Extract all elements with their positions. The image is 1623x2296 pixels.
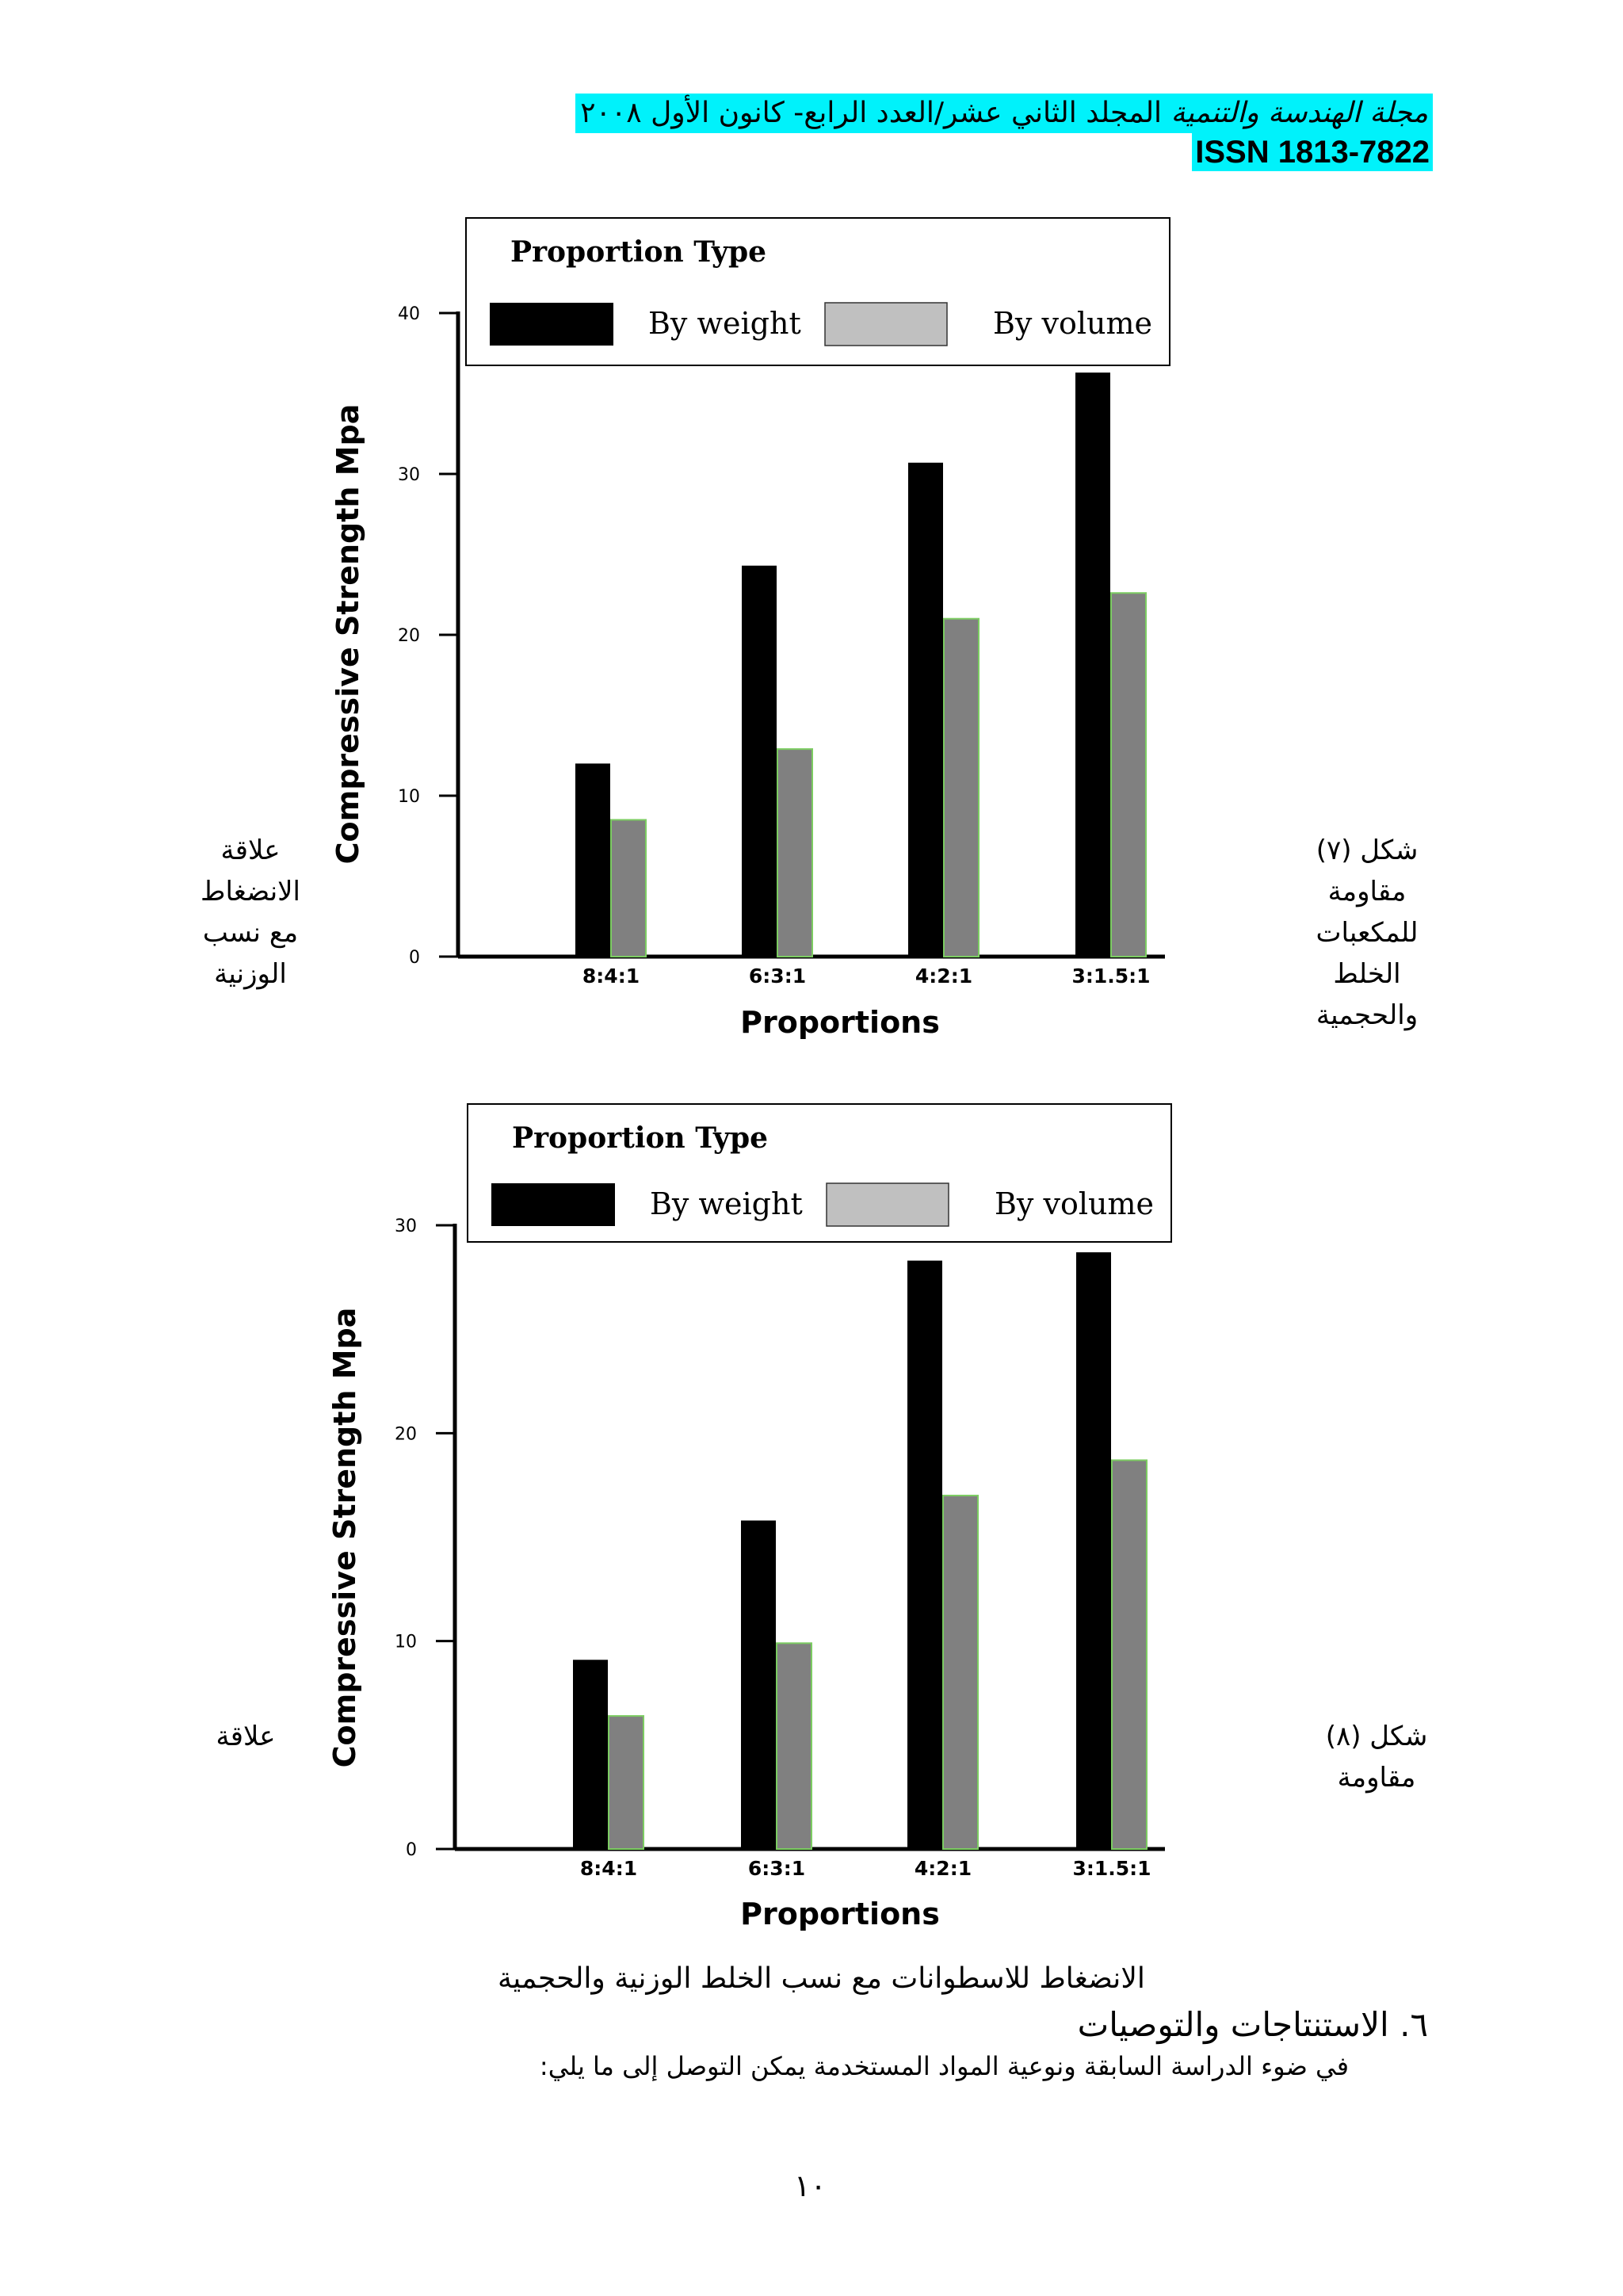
figure-8-label-left: علاقة [216, 1721, 276, 1752]
x-axis-label: Proportions [740, 1005, 940, 1040]
bar-by-volume [608, 1715, 644, 1851]
x-tick-label: 4:2:1 [915, 1857, 972, 1880]
y-tick-label: 10 [395, 1633, 417, 1652]
bar-by-weight [907, 1260, 942, 1849]
issue-text: المجلد الثاني عشر/العدد الرابع- كانون ال… [580, 97, 1163, 129]
legend-label-volume: By volume [993, 306, 1152, 341]
x-tick-label: 8:4:1 [582, 965, 640, 988]
bar-by-weight [575, 763, 610, 957]
bar-by-volume [1110, 592, 1147, 957]
journal-title: مجلة الهندسة والتنمية [1170, 97, 1428, 129]
y-axis-label: Compressive Strength Mpa [330, 404, 365, 865]
bar-by-volume [1111, 1459, 1148, 1850]
bar-by-volume [942, 1495, 979, 1850]
figure-7-chart: Proportion Type By weight By volume 0 10 20 30… [0, 206, 1623, 1062]
x-tick-label: 3:1.5:1 [1071, 965, 1150, 988]
bar-by-volume [777, 748, 813, 957]
y-tick-label: 30 [395, 1217, 417, 1236]
figure-8-svg: Proportion Type By weight By volume 0 10 20 30… [327, 1103, 1172, 1931]
legend-swatch-weight [491, 1183, 615, 1226]
legend-title: Proportion Type [512, 1121, 768, 1155]
y-tick-label: 40 [398, 304, 420, 324]
figure-7-label-left: علاقة الانضغاط مع نسب الوزنية [200, 835, 300, 990]
journal-header: مجلة الهندسة والتنمية المجلد الثاني عشر/… [575, 94, 1433, 133]
figure-8-label-right: شكل (٨) مقاومة [1325, 1721, 1428, 1794]
bar-by-weight [1076, 1252, 1111, 1849]
y-tick-label: 0 [409, 948, 420, 968]
x-tick-label: 6:3:1 [749, 965, 806, 988]
x-tick-label: 6:3:1 [748, 1857, 805, 1880]
y-tick-label: 20 [398, 626, 420, 646]
y-tick-label: 10 [398, 787, 420, 807]
y-tick-label: 20 [395, 1424, 417, 1444]
bar-by-volume [776, 1642, 812, 1850]
bar-by-weight [908, 462, 943, 957]
y-tick-label: 0 [406, 1840, 417, 1860]
bar-by-volume [610, 819, 647, 958]
legend-label-weight: By weight [648, 306, 801, 341]
x-axis-label: Proportions [740, 1897, 940, 1931]
legend-swatch-weight [490, 303, 613, 346]
legend-label-volume: By volume [995, 1186, 1154, 1221]
figure-8-caption: الانضغاط للاسطوانات مع نسب الخلط الوزنية… [498, 1962, 1145, 1995]
legend-swatch-volume [824, 302, 948, 346]
bar-by-weight [1075, 372, 1110, 957]
section-intro: في ضوء الدراسة السابقة ونوعية المواد الم… [539, 2051, 1349, 2081]
bar-by-weight [742, 565, 777, 957]
bar-by-weight [573, 1660, 608, 1849]
bar-by-weight [741, 1520, 776, 1849]
figure-7-label-right: شكل (٧) مقاومة للمكعبات الخلط والحجمية [1316, 835, 1419, 1031]
y-tick-label: 30 [398, 465, 420, 485]
legend-swatch-volume [826, 1182, 949, 1227]
page-number: ١٠ [794, 2168, 827, 2203]
figure-8-chart: Proportion Type By weight By volume 0 10 20 30… [0, 1094, 1623, 1958]
issn: ISSN 1813-7822 [1192, 133, 1433, 171]
legend-label-weight: By weight [650, 1186, 803, 1221]
x-tick-label: 3:1.5:1 [1072, 1857, 1151, 1880]
x-tick-label: 8:4:1 [580, 1857, 637, 1880]
bar-by-volume [943, 617, 980, 957]
x-tick-label: 4:2:1 [915, 965, 972, 988]
figure-7-svg: Proportion Type By weight By volume 0 10 20 30… [330, 217, 1170, 1040]
section-heading: ٦. الاستنتاجات والتوصيات [1077, 2005, 1428, 2044]
y-axis-label: Compressive Strength Mpa [327, 1308, 362, 1768]
legend-title: Proportion Type [510, 235, 766, 269]
